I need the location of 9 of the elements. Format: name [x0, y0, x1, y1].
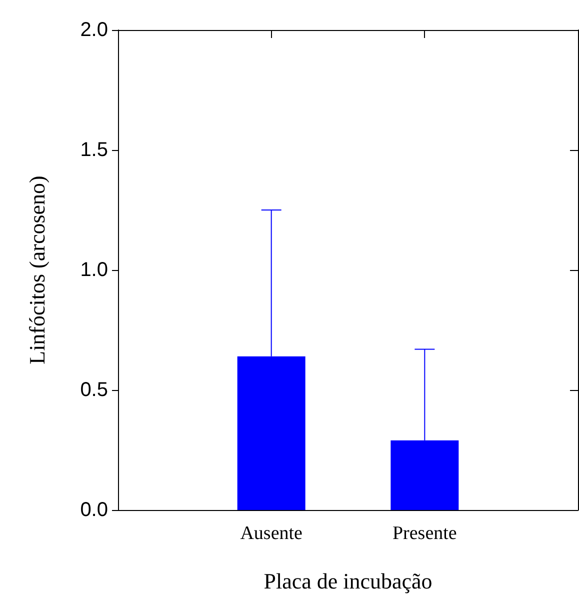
y-tick-label: 0.0 [80, 499, 108, 521]
x-tick-label: Ausente [240, 523, 302, 544]
y-tick-label: 1.0 [80, 259, 108, 281]
y-tick-label: 1.5 [80, 139, 108, 161]
y-axis-title: Linfócitos (arcoseno) [24, 176, 50, 364]
y-tick-label: 0.5 [80, 379, 108, 401]
x-axis-title: Placa de incubação [264, 568, 432, 594]
x-tick-label: Presente [392, 523, 457, 544]
y-tick-label: 2.0 [80, 19, 108, 41]
